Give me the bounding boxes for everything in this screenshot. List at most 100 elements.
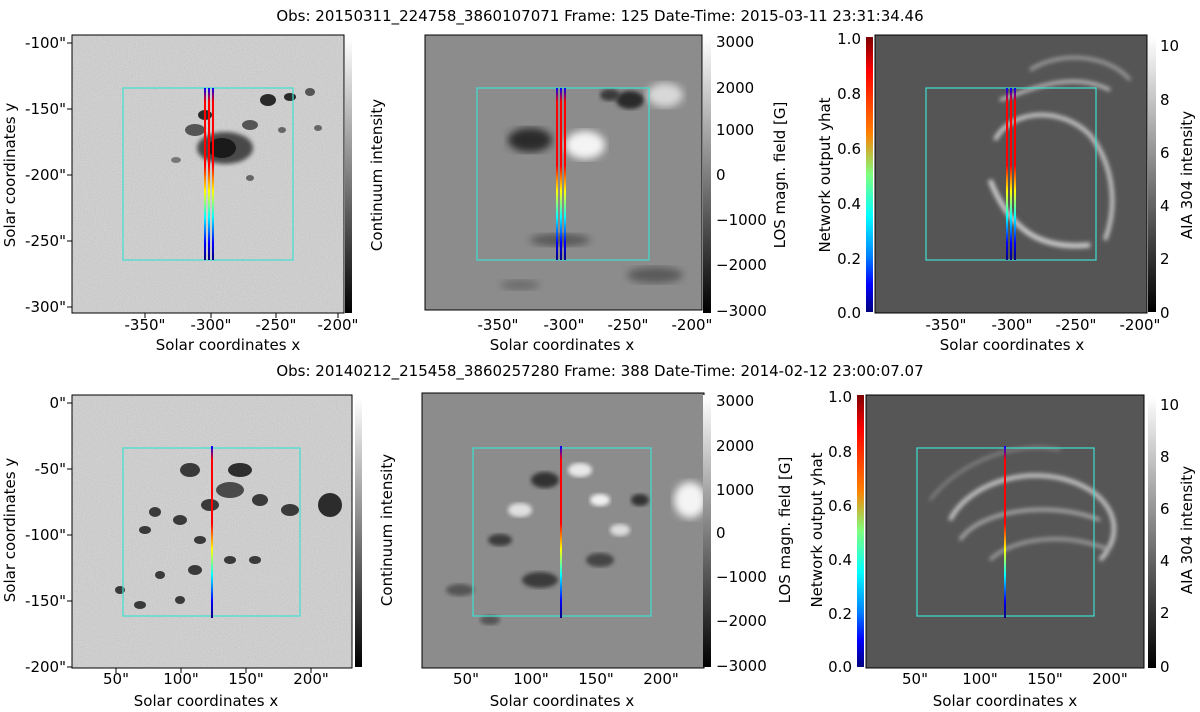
cbar-tick-label: 2000 bbox=[716, 79, 754, 97]
xtick-label: 100" bbox=[513, 670, 549, 688]
row1-continuum-xlabel: Solar coordinates x bbox=[156, 336, 301, 354]
row2-magnetogram-panel: Continuum intensity Solar coordinates x … bbox=[378, 392, 794, 710]
row1-continuum-yticks: -100" -150" -200" -250" -300" bbox=[25, 34, 66, 316]
cbar-tick-label: 0.4 bbox=[837, 195, 861, 213]
xtick-label: 150" bbox=[578, 670, 614, 688]
row1-magnetogram-xticks: -350" -300" -250" -200" bbox=[478, 316, 713, 334]
row1-magnetogram-xlabel: Solar coordinates x bbox=[490, 336, 635, 354]
xtick-label: 150" bbox=[1027, 670, 1063, 688]
ytick-label: 0" bbox=[50, 394, 66, 412]
row2-continuum-frame bbox=[71, 394, 353, 669]
row2-aia-left-cbar-label: Network output yhat bbox=[808, 452, 826, 607]
xtick-label: -300" bbox=[191, 316, 232, 334]
row2-continuum-xlabel: Solar coordinates x bbox=[134, 692, 279, 710]
cbar-tick-label: −3000 bbox=[716, 302, 767, 320]
xtick-label: -250" bbox=[1056, 316, 1097, 334]
row1-aia-frame bbox=[874, 34, 1148, 314]
row2-aia-yhat-colorbar bbox=[857, 395, 864, 667]
cbar-tick-label: 0.6 bbox=[837, 140, 861, 158]
cbar-tick-label: 0.8 bbox=[828, 443, 852, 461]
cbar-tick-label: 0.4 bbox=[828, 551, 852, 569]
row2-magnetogram-cbar-label: LOS magn. field [G] bbox=[776, 457, 794, 604]
row2-aia-frame bbox=[865, 394, 1145, 669]
xtick-label: 200" bbox=[293, 670, 329, 688]
xtick-label: 150" bbox=[228, 670, 264, 688]
xtick-label: -200" bbox=[318, 316, 359, 334]
cbar-tick-label: 8 bbox=[1160, 448, 1170, 466]
row2-aia-cbar-label: AIA 304 intensity bbox=[1178, 466, 1196, 594]
row1-aia-cbar-label: AIA 304 intensity bbox=[1178, 111, 1196, 239]
cbar-tick-label: 0.8 bbox=[837, 85, 861, 103]
cbar-tick-label: 1.0 bbox=[837, 30, 861, 48]
cbar-tick-label: 0 bbox=[716, 166, 726, 184]
xtick-label: 50" bbox=[453, 670, 479, 688]
row2-aia-colorbar bbox=[1148, 396, 1156, 668]
row2-continuum-panel: Solar coordinates y Solar coordinates x … bbox=[1, 394, 362, 710]
row2-magnetogram-colorbar bbox=[703, 395, 711, 667]
cbar-tick-label: 0 bbox=[1160, 658, 1170, 676]
cbar-tick-label: 1000 bbox=[716, 481, 754, 499]
row1-aia-xticks: -350" -300" -250" -200" bbox=[926, 316, 1161, 334]
xtick-label: -350" bbox=[926, 316, 967, 334]
ytick-label: -300" bbox=[25, 298, 66, 316]
cbar-tick-label: 0.0 bbox=[828, 658, 852, 676]
xtick-label: 200" bbox=[1092, 670, 1128, 688]
cbar-tick-label: 6 bbox=[1160, 500, 1170, 518]
row1-continuum-scan-slits bbox=[204, 88, 214, 260]
xtick-label: -350" bbox=[478, 316, 519, 334]
xtick-label: 100" bbox=[962, 670, 998, 688]
row1-continuum-colorbar bbox=[345, 38, 352, 313]
cbar-tick-label: 0 bbox=[716, 524, 726, 542]
cbar-tick-label: 0.0 bbox=[837, 304, 861, 322]
ytick-label: -150" bbox=[25, 100, 66, 118]
cbar-tick-label: 3000 bbox=[716, 33, 754, 51]
xtick-label: -350" bbox=[125, 316, 166, 334]
row1-aia-left-cbar-label: Network output yhat bbox=[816, 97, 834, 252]
cbar-tick-label: 4 bbox=[1160, 197, 1170, 215]
row2-magnetogram-cbar-ticks: 3000 2000 1000 0 −1000 −2000 −3000 bbox=[716, 392, 767, 675]
row1-magnetogram-roi-box bbox=[476, 87, 650, 261]
row2-aia-xlabel: Solar coordinates x bbox=[933, 692, 1078, 710]
row1-aia-scan-slits bbox=[1006, 88, 1016, 260]
row1-magnetogram-panel: Solar coordinates x LOS magn. field [G] … bbox=[424, 33, 789, 354]
row2-magnetogram-xlabel: Solar coordinates x bbox=[490, 692, 635, 710]
cbar-tick-label: −2000 bbox=[716, 256, 767, 274]
row1-aia-cbar-ticks: 10 8 6 4 2 0 bbox=[1160, 37, 1179, 322]
cbar-tick-label: 3000 bbox=[716, 392, 754, 410]
cbar-tick-label: 8 bbox=[1160, 91, 1170, 109]
row1-magnetogram-frame bbox=[424, 34, 703, 311]
xtick-label: -200" bbox=[1120, 316, 1161, 334]
ytick-label: -200" bbox=[25, 658, 66, 676]
row2-sunspots bbox=[115, 463, 342, 609]
row2-aia-loops bbox=[929, 446, 1116, 562]
xtick-label: 100" bbox=[163, 670, 199, 688]
cbar-tick-label: −3000 bbox=[716, 657, 767, 675]
xtick-label: -250" bbox=[256, 316, 297, 334]
row2-aia-left-cbar-ticks: 1.0 0.8 0.6 0.4 0.2 0.0 bbox=[828, 388, 852, 676]
row2-header: Obs: 20140212_215458_3860257280 Frame: 3… bbox=[276, 362, 923, 381]
row2-continuum-xticks: 50" 100" 150" 200" bbox=[103, 670, 329, 688]
cbar-tick-label: 0 bbox=[1160, 304, 1170, 322]
cbar-tick-label: −2000 bbox=[716, 612, 767, 630]
row1-magnetogram-colorbar bbox=[703, 35, 711, 313]
row1-aia-panel: Network output yhat 1.0 0.8 0.6 0.4 0.2 … bbox=[816, 30, 1196, 354]
xtick-label: -250" bbox=[608, 316, 649, 334]
row1-magnetogram-cbar-label: LOS magn. field [G] bbox=[771, 102, 789, 249]
cbar-tick-label: 2000 bbox=[716, 437, 754, 455]
row2-aia-cbar-ticks: 10 8 6 4 2 0 bbox=[1160, 396, 1179, 676]
row1-continuum-frame bbox=[71, 34, 345, 314]
cbar-tick-label: −1000 bbox=[716, 568, 767, 586]
row1-aia-yhat-colorbar bbox=[866, 37, 873, 312]
row2-continuum-scan-slit bbox=[211, 446, 213, 618]
cbar-tick-label: 1000 bbox=[716, 121, 754, 139]
cbar-tick-label: 6 bbox=[1160, 144, 1170, 162]
row2-aia-scan-slit bbox=[1004, 446, 1006, 618]
ytick-label: -100" bbox=[25, 34, 66, 52]
cbar-tick-label: −1000 bbox=[716, 211, 767, 229]
xtick-label: -300" bbox=[544, 316, 585, 334]
xtick-label: -300" bbox=[992, 316, 1033, 334]
row2-magnetogram-scan-slit bbox=[560, 446, 562, 618]
row1-magnetogram-features bbox=[500, 83, 683, 290]
row2-aia-xticks: 50" 100" 150" 200" bbox=[902, 670, 1128, 688]
